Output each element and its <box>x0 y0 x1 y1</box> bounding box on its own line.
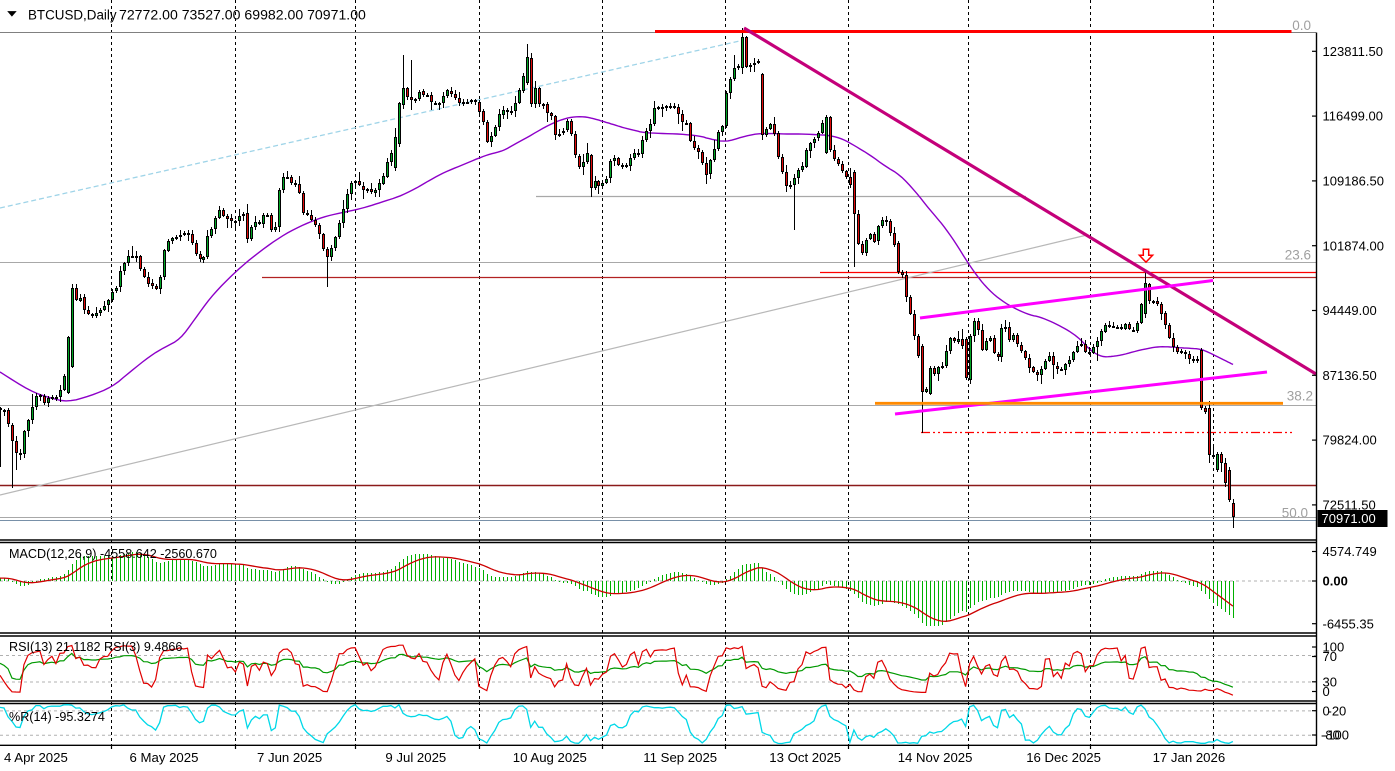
svg-text:0: 0 <box>1323 703 1330 718</box>
svg-text:70: 70 <box>1323 649 1337 664</box>
svg-text:50.0: 50.0 <box>1282 505 1308 520</box>
svg-text:101874.00: 101874.00 <box>1323 238 1384 253</box>
svg-text:4574.749: 4574.749 <box>1323 544 1377 559</box>
svg-text:123811.50: 123811.50 <box>1323 44 1384 59</box>
svg-text:9 Jul 2025: 9 Jul 2025 <box>385 750 446 765</box>
svg-text:79824.00: 79824.00 <box>1323 433 1377 448</box>
svg-text:BTCUSD,Daily: BTCUSD,Daily <box>28 7 117 22</box>
svg-text:14 Nov 2025: 14 Nov 2025 <box>898 750 973 765</box>
svg-text:10 Aug 2025: 10 Aug 2025 <box>513 750 587 765</box>
svg-text:87136.50: 87136.50 <box>1323 368 1377 383</box>
svg-text:RSI(13) 21.1182 RSI(3) 9.4866: RSI(13) 21.1182 RSI(3) 9.4866 <box>9 640 182 654</box>
svg-text:23.6: 23.6 <box>1285 247 1311 262</box>
svg-text:109186.50: 109186.50 <box>1323 174 1384 189</box>
svg-text:-20: -20 <box>1328 703 1347 718</box>
svg-text:16 Dec 2025: 16 Dec 2025 <box>1026 750 1101 765</box>
svg-text:-100: -100 <box>1323 728 1349 743</box>
svg-text:-6455.35: -6455.35 <box>1323 616 1374 631</box>
svg-text:17 Jan 2026: 17 Jan 2026 <box>1153 750 1226 765</box>
svg-text:0.0: 0.0 <box>1292 18 1311 33</box>
svg-text:94449.00: 94449.00 <box>1323 303 1377 318</box>
svg-text:6 May 2025: 6 May 2025 <box>130 750 199 765</box>
svg-text:7 Jun 2025: 7 Jun 2025 <box>257 750 322 765</box>
svg-text:11 Sep 2025: 11 Sep 2025 <box>643 750 717 765</box>
svg-text:72511.50: 72511.50 <box>1323 498 1376 513</box>
svg-text:70971.00: 70971.00 <box>1322 511 1376 526</box>
svg-text:0.00: 0.00 <box>1323 574 1348 589</box>
svg-text:-80: -80 <box>1321 728 1340 743</box>
svg-text:38.2: 38.2 <box>1287 388 1313 403</box>
svg-text:4 Apr 2025: 4 Apr 2025 <box>4 750 68 765</box>
svg-text:100: 100 <box>1323 640 1345 655</box>
svg-text:30: 30 <box>1323 674 1337 689</box>
svg-text:MACD(12,26,9) -4558.642 -2560.: MACD(12,26,9) -4558.642 -2560.670 <box>9 547 217 561</box>
svg-text:13 Oct 2025: 13 Oct 2025 <box>769 750 841 765</box>
svg-text:%R(14) -95.3274: %R(14) -95.3274 <box>9 710 105 724</box>
svg-text:72772.00 73527.00 69982.00 709: 72772.00 73527.00 69982.00 70971.00 <box>119 6 366 22</box>
svg-text:0: 0 <box>1323 684 1330 699</box>
svg-text:116499.00: 116499.00 <box>1323 109 1384 124</box>
